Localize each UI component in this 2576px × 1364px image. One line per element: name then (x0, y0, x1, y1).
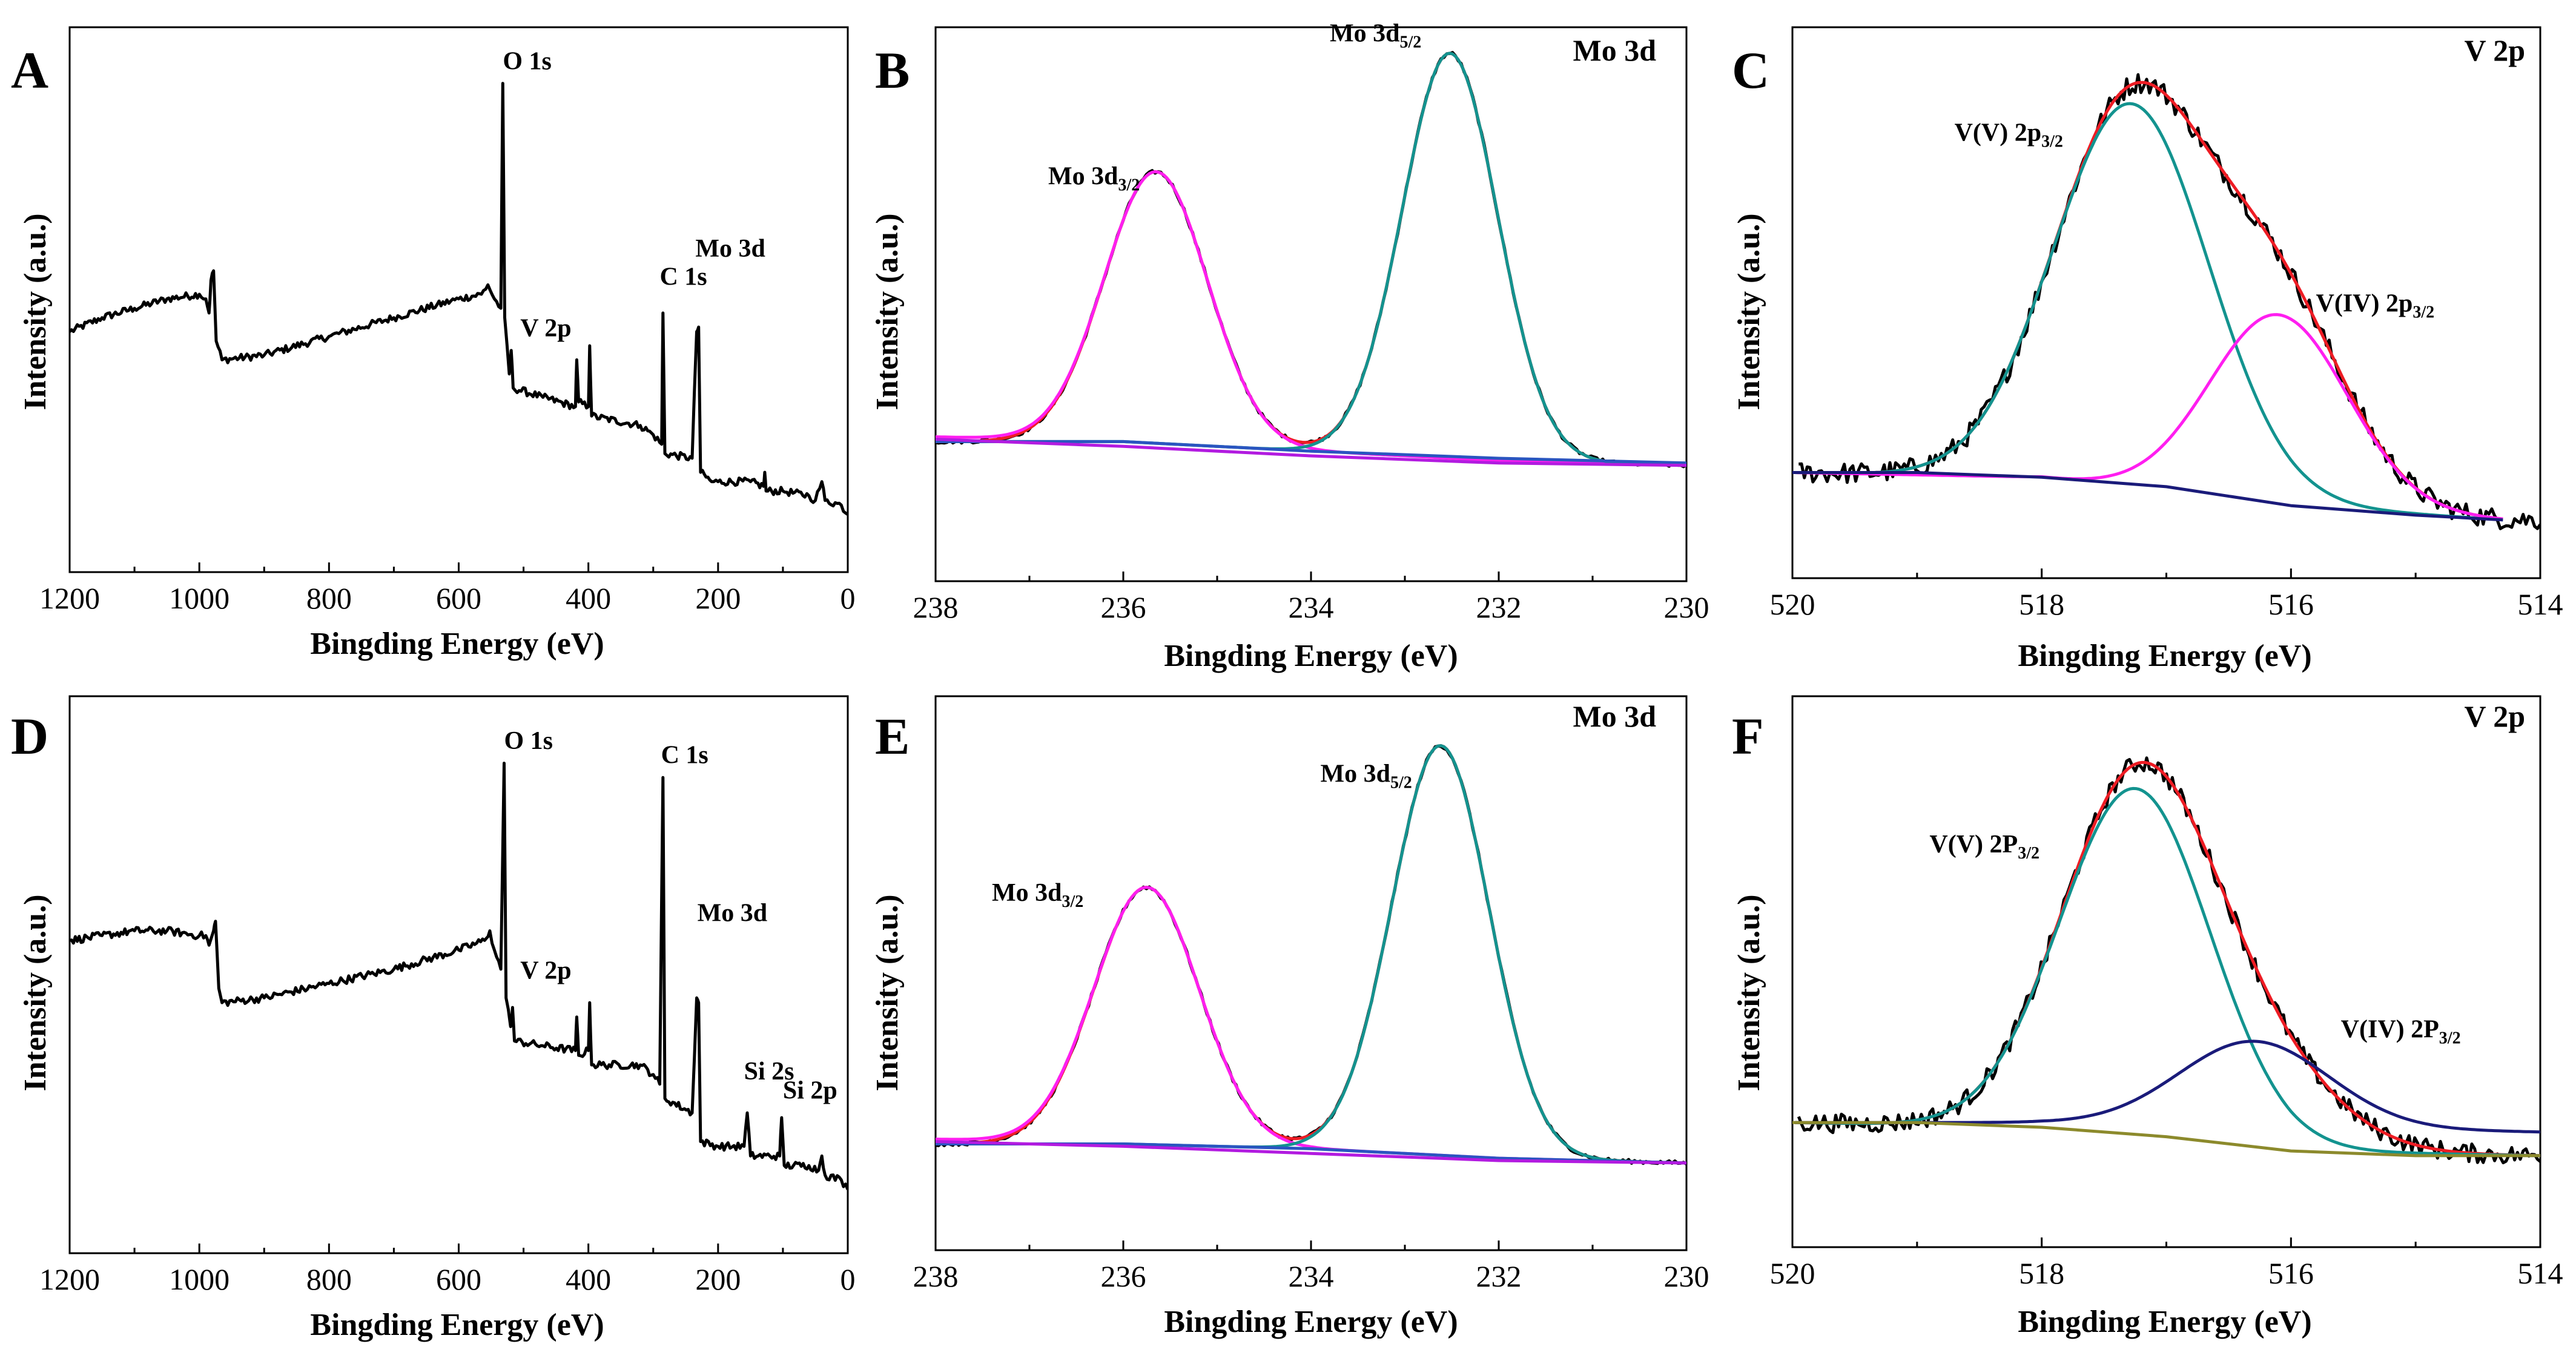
panel-letter: F (1732, 707, 1764, 765)
panel-title: V 2p (2464, 33, 2525, 67)
x-tick-label: 400 (566, 581, 611, 615)
peak-annotation: Si 2p (783, 1076, 837, 1104)
x-tick-label: 1200 (39, 1262, 100, 1296)
x-tick-label: 236 (1101, 1259, 1146, 1293)
x-tick-label: 600 (436, 1262, 481, 1296)
y-axis-label: Intensity (a.u.) (1732, 213, 1766, 410)
series-group (1792, 756, 2540, 1165)
panel-letter: D (11, 707, 48, 765)
x-tick-label: 514 (2518, 587, 2563, 621)
peak-annotation: V 2p (520, 957, 571, 985)
x-tick-label: 520 (1770, 587, 1815, 621)
series-group (936, 744, 1686, 1165)
x-tick-label: 232 (1476, 590, 1522, 624)
peak-annotation: Mo 3d3/2 (992, 879, 1083, 911)
peak-annotation: C 1s (659, 263, 707, 291)
x-tick-label: 514 (2518, 1256, 2563, 1290)
series-group (1792, 73, 2540, 530)
panel-title: Mo 3d (1573, 699, 1657, 733)
peak-annotation: V(IV) 2p3/2 (2316, 289, 2435, 321)
x-tick-label: 200 (695, 581, 741, 615)
x-tick-label: 234 (1289, 1259, 1334, 1293)
series-line-background-2 (936, 1140, 1686, 1165)
series-group (70, 82, 848, 516)
peak-annotation: V 2p (520, 315, 571, 343)
series-group (936, 51, 1686, 469)
series-line-background (1792, 471, 2503, 522)
panel-letter: B (875, 41, 910, 99)
series-line-background-2 (936, 438, 1686, 467)
x-tick-label: 230 (1664, 590, 1709, 624)
x-tick-label: 800 (306, 581, 352, 615)
series-line-raw (1797, 756, 2540, 1165)
y-axis-label: Intensity (a.u.) (1732, 894, 1766, 1091)
y-axis-label: Intensity (a.u.) (870, 894, 905, 1091)
x-axis-label: Bingding Energy (eV) (310, 627, 604, 661)
x-axis-label: Bingding Energy (eV) (310, 1308, 604, 1342)
series-line-survey (70, 82, 848, 516)
panel-a: A Intensity (a.u.) Bingding Energy (eV) … (11, 26, 856, 661)
y-axis-label: Intensity (a.u.) (870, 213, 905, 410)
panel-d: D Intensity (a.u.) Bingding Energy (eV) … (11, 695, 856, 1342)
x-axis-label: Bingding Energy (eV) (2018, 1305, 2311, 1339)
peak-annotation: Mo 3d (695, 235, 765, 263)
x-axis-label: Bingding Energy (eV) (1164, 1305, 1458, 1339)
x-tick-label: 238 (913, 1259, 959, 1293)
x-axis-label: Bingding Energy (eV) (2018, 639, 2311, 673)
series-line-mo-3d3-2-component (936, 170, 1686, 467)
panel-f: F Intensity (a.u.) Bingding Energy (eV) … (1732, 695, 2563, 1339)
x-tick-label: 238 (913, 590, 959, 624)
panel-title: Mo 3d (1573, 33, 1657, 67)
series-line-v-v-component (1795, 102, 2503, 522)
plot-area: 1200 1000 800 600 400 200 0 O 1s V 2p C 1s Mo 3d Si… (39, 695, 856, 1296)
series-line-background (1792, 1121, 2540, 1158)
x-tick-label: 600 (436, 581, 481, 615)
x-tick-label: 516 (2268, 587, 2314, 621)
x-tick-label: 236 (1101, 590, 1146, 624)
peak-annotation: O 1s (503, 47, 552, 75)
x-tick-label: 1000 (169, 1262, 230, 1296)
panel-b: B Intensity (a.u.) Bingding Energy (eV) … (870, 19, 1709, 673)
x-tick-label: 234 (1289, 590, 1334, 624)
series-line-v-v-component (1795, 786, 2540, 1158)
peak-annotation: Si 2s (744, 1058, 794, 1086)
series-group (70, 762, 848, 1190)
y-axis-label: Intensity (a.u.) (18, 213, 53, 410)
x-tick-label: 232 (1476, 1259, 1522, 1293)
peak-annotation: O 1s (504, 727, 553, 755)
x-tick-label: 1200 (39, 581, 100, 615)
x-tick-label: 0 (841, 1262, 856, 1296)
panel-letter: A (11, 41, 48, 99)
x-tick-label: 518 (2019, 1256, 2064, 1290)
x-tick-label: 516 (2268, 1256, 2314, 1290)
x-tick-label: 518 (2019, 587, 2064, 621)
x-axis-label: Bingding Energy (eV) (1164, 639, 1458, 673)
series-line-survey (70, 762, 848, 1190)
x-tick-label: 0 (841, 581, 856, 615)
y-axis-label: Intensity (a.u.) (18, 894, 53, 1091)
peak-annotation: C 1s (661, 742, 708, 769)
x-tick-label: 1000 (169, 581, 230, 615)
x-tick-label: 230 (1664, 1259, 1709, 1293)
panel-letter: E (875, 707, 910, 765)
series-line-background (936, 440, 1686, 465)
x-tick-label: 800 (306, 1262, 352, 1296)
x-tick-label: 400 (566, 1262, 611, 1296)
x-tick-label: 520 (1770, 1256, 1815, 1290)
peak-annotation: Mo 3d (698, 900, 768, 927)
panel-letter: C (1732, 41, 1769, 99)
x-tick-label: 200 (695, 1262, 741, 1296)
panel-c: C Intensity (a.u.) Bingding Energy (eV) … (1732, 26, 2563, 673)
panel-title: V 2p (2464, 699, 2525, 733)
series-line-v-iv-component (1795, 313, 2503, 521)
